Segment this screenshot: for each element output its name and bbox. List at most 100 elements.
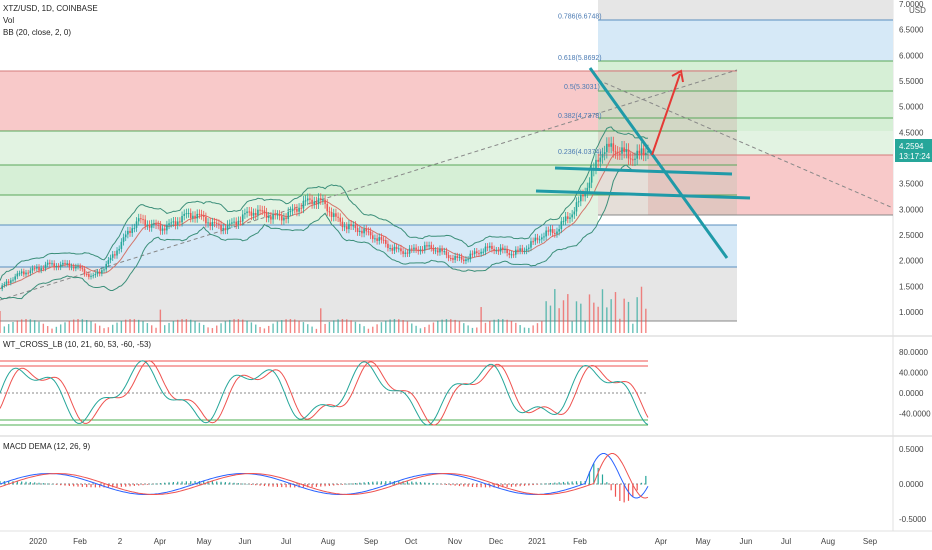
macd-histogram-bar [372, 481, 374, 485]
macd-histogram-bar [597, 467, 599, 485]
macd-histogram-bar [432, 483, 435, 485]
time-tick: Aug [821, 537, 835, 546]
volume-bar [541, 321, 543, 333]
macd-histogram-bar [220, 481, 222, 485]
macd-histogram-bar [60, 484, 62, 486]
candle-body [488, 245, 491, 248]
volume-bar [159, 309, 162, 333]
candle-body [296, 208, 298, 212]
candle-body [185, 213, 188, 215]
volume-bar [111, 324, 114, 333]
candle-body [293, 208, 296, 210]
volume-bar [133, 319, 136, 333]
volume-bar [181, 319, 183, 333]
volume-bar [107, 327, 110, 333]
wt-legend[interactable]: WT_CROSS_LB (10, 21, 60, 53, -60, -53) [3, 340, 151, 349]
wt-axis: 80.0000 40.0000 0.0000 -40.0000 [899, 348, 931, 419]
volume-bar [0, 311, 1, 333]
candle-body [278, 214, 281, 217]
support-line-lower[interactable] [535, 189, 751, 200]
macd-histogram-bar [99, 484, 101, 488]
volume-bar [636, 297, 638, 333]
bb-lower [0, 164, 648, 300]
symbol-title[interactable]: XTZ/USD, 1D, COINBASE [3, 4, 98, 13]
candle-body [176, 221, 179, 226]
candle-body [358, 230, 361, 232]
price-tick: 5.0000 [899, 103, 924, 112]
volume-bar [33, 320, 36, 333]
macd-histogram-bar [558, 482, 560, 485]
volume-bar [632, 323, 634, 333]
volume-bar [129, 319, 131, 333]
macd-histogram-bar [289, 484, 292, 488]
candle-body [172, 221, 175, 223]
macd-histogram-bar [515, 484, 517, 487]
bb-legend[interactable]: BB (20, close, 2, 0) [3, 28, 71, 37]
volume-bar [155, 327, 157, 333]
candle-body [335, 213, 337, 217]
volume-bar [398, 319, 400, 333]
candle-body [226, 224, 229, 231]
macd-histogram-bar [458, 484, 461, 487]
volume-bar [606, 307, 608, 333]
candle-body [322, 199, 324, 201]
candle-body [601, 153, 604, 158]
volume-bar [315, 328, 318, 333]
volume-bar [484, 322, 487, 333]
macd-histogram-bar [450, 484, 452, 486]
currency-label: USD [909, 6, 926, 15]
macd-legend[interactable]: MACD DEMA (12, 26, 9) [3, 442, 90, 451]
candle-body [508, 253, 511, 255]
candle-body [421, 249, 424, 251]
volume-bar [584, 320, 586, 333]
dashed-trendline-down[interactable] [597, 79, 894, 209]
last-price-tag: 4.2594 13:17:24 [895, 139, 932, 162]
candle-body [317, 198, 320, 205]
candle-body [272, 214, 274, 220]
candle-body [313, 201, 316, 204]
candle-body [632, 159, 634, 161]
price-tick: 2.5000 [899, 231, 924, 240]
volume-bar [229, 319, 231, 333]
candle-body [27, 272, 29, 274]
candle-body [194, 215, 196, 219]
volume-bar [94, 323, 97, 333]
candle-body [140, 218, 142, 220]
macd-histogram-bar [320, 484, 322, 487]
candle-body [241, 214, 244, 222]
candle-body [406, 252, 409, 254]
candle-body [148, 224, 151, 228]
candle-body [510, 254, 513, 256]
target-arrow[interactable] [651, 69, 684, 156]
candle-body [460, 256, 463, 260]
dashed-trendline-up[interactable] [0, 69, 738, 301]
volume-bar [164, 325, 166, 333]
volume-legend[interactable]: Vol [3, 16, 14, 25]
candle-body [122, 237, 125, 242]
candle-body [348, 224, 350, 230]
volume-bar [363, 326, 365, 333]
volume-bar [640, 286, 643, 333]
time-axis[interactable]: 2020 Feb 2 Apr May Jun Jul Aug Sep Oct Nov Dec 2021 F… [29, 537, 878, 546]
candle-body [478, 253, 480, 255]
candle-body [257, 209, 259, 216]
macd-histogram-bar [194, 481, 196, 485]
descending-trendline[interactable] [588, 67, 729, 259]
candle-body [215, 222, 218, 224]
volume-bar [389, 319, 391, 333]
candle-body [23, 271, 25, 275]
volume-bar [445, 319, 448, 333]
volume-bar [168, 322, 170, 333]
volume-bar [380, 322, 383, 333]
candle-body [354, 225, 357, 229]
candle-body [263, 210, 266, 213]
macd-histogram-bar [428, 482, 430, 485]
candle-body [163, 228, 166, 231]
candle-body [514, 249, 517, 255]
candle-body [610, 143, 612, 147]
candle-body [18, 273, 21, 275]
volume-bar [72, 319, 75, 333]
support-line-upper[interactable] [554, 166, 733, 176]
